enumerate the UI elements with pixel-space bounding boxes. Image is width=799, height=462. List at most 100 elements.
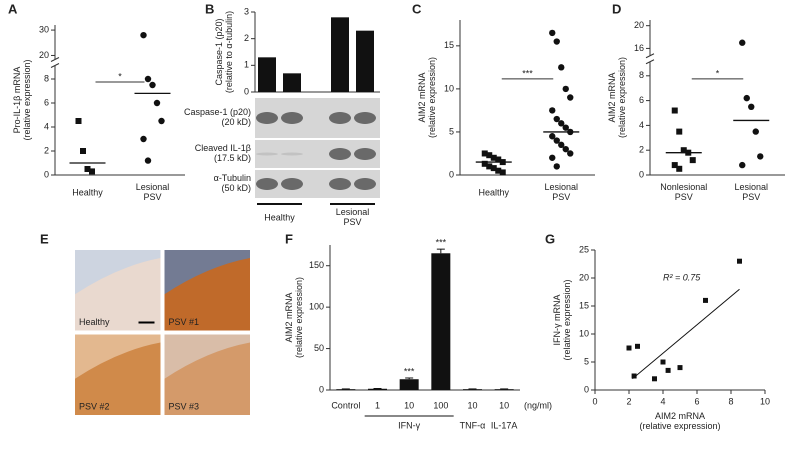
blot-band: [329, 148, 351, 160]
annotation: ***: [436, 238, 447, 248]
panel-letter: F: [285, 231, 293, 246]
x-tick-label: 1: [375, 400, 380, 410]
point: [739, 161, 746, 169]
point: [680, 147, 687, 154]
tissue: [75, 250, 161, 295]
point: [748, 103, 755, 111]
y-tick-label: 2: [244, 33, 249, 43]
point: [153, 99, 161, 107]
group-label: IFN-γ: [398, 420, 420, 430]
y-tick-label: 0: [639, 169, 644, 179]
point: [562, 145, 569, 153]
x-tick-label: 6: [694, 396, 699, 406]
y-tick-label: 20: [579, 272, 589, 282]
y-tick-label: 150: [309, 260, 324, 270]
point: [635, 343, 640, 349]
bar: [356, 30, 374, 93]
point: [499, 169, 506, 176]
y-tick-label: 0: [584, 384, 589, 394]
y-axis-label: Pro-IL-1β mRNA(relative expression): [12, 59, 32, 140]
group-label: Healthy: [264, 212, 295, 222]
x-tick-label: 0: [592, 396, 597, 406]
point: [75, 118, 82, 124]
point: [739, 39, 746, 46]
annotation: R² = 0.75: [663, 272, 701, 282]
bar: [331, 17, 349, 92]
significance-label: ***: [522, 68, 533, 78]
tissue: [164, 334, 250, 379]
y-tick-label: 3: [244, 6, 249, 16]
blot-label: Caspase-1 (p20) (20 kD): [184, 107, 251, 127]
group-label: TNF-α: [460, 420, 486, 430]
panel-letter: E: [40, 231, 49, 246]
x-tick-label: 10: [467, 400, 477, 410]
point: [660, 359, 666, 365]
point: [567, 94, 574, 101]
point: [676, 165, 683, 172]
point: [89, 168, 95, 175]
point: [558, 141, 565, 149]
x-tick-label: Control: [331, 400, 360, 410]
blot-label: α-Tubulin (50 kD): [214, 173, 251, 193]
y-tick-label: 0: [449, 169, 454, 179]
blot-label: Cleaved IL-1β (17.5 kD): [195, 143, 251, 163]
point: [553, 115, 560, 123]
blot-band: [256, 152, 278, 156]
point: [549, 154, 556, 161]
y-axis-label: IFN-γ mRNA(relative expression): [552, 279, 572, 360]
panel-letter: B: [205, 1, 214, 16]
y-tick-label: 20: [39, 50, 49, 60]
x-tick-label: 100: [433, 400, 448, 410]
point: [703, 297, 708, 303]
point: [144, 75, 152, 83]
point: [677, 365, 683, 371]
y-tick-label: 2: [639, 145, 644, 155]
bar: [283, 73, 301, 92]
y-axis-label: Caspase-1 (p20)(relative to α-tubulin): [214, 11, 234, 93]
bar: [399, 379, 419, 390]
point: [144, 157, 152, 164]
panel-letter: D: [612, 1, 621, 16]
point: [676, 128, 683, 135]
point: [495, 167, 502, 174]
point: [737, 258, 742, 264]
point: [490, 154, 497, 161]
axis-break: [645, 59, 655, 65]
group-label: Lesional PSV: [336, 207, 370, 227]
significance-label: *: [716, 68, 720, 78]
y-tick-label: 30: [39, 24, 49, 34]
y-tick-label: 1: [244, 60, 249, 70]
point: [549, 133, 556, 140]
axis-break: [645, 53, 655, 59]
y-tick-label: 15: [579, 300, 589, 310]
bar: [431, 253, 451, 390]
point: [553, 38, 560, 45]
y-tick-label: 4: [639, 120, 644, 130]
x-tick-label: Healthy: [478, 187, 509, 197]
annotation: ***: [404, 366, 415, 376]
y-tick-label: 6: [44, 97, 49, 107]
y-tick-label: 5: [449, 126, 454, 136]
point: [752, 128, 759, 135]
tissue: [75, 334, 161, 379]
y-axis-label: AIM2 mRNA(relative expression): [284, 277, 304, 358]
point: [562, 85, 569, 93]
bar: [258, 57, 276, 92]
point: [495, 156, 502, 163]
panel-letter: A: [8, 1, 18, 16]
y-tick-label: 10: [444, 83, 454, 93]
y-tick-label: 4: [44, 121, 49, 131]
blot-band: [329, 112, 351, 124]
panel-label: Healthy: [79, 317, 110, 327]
point: [481, 160, 488, 167]
blot-band: [354, 112, 376, 124]
significance-label: *: [118, 71, 122, 81]
y-tick-label: 2: [44, 145, 49, 155]
point: [562, 124, 569, 131]
point: [84, 166, 91, 172]
point: [490, 165, 497, 172]
bar: [463, 389, 482, 390]
unit-label: (ng/ml): [524, 400, 552, 410]
point: [558, 64, 565, 71]
